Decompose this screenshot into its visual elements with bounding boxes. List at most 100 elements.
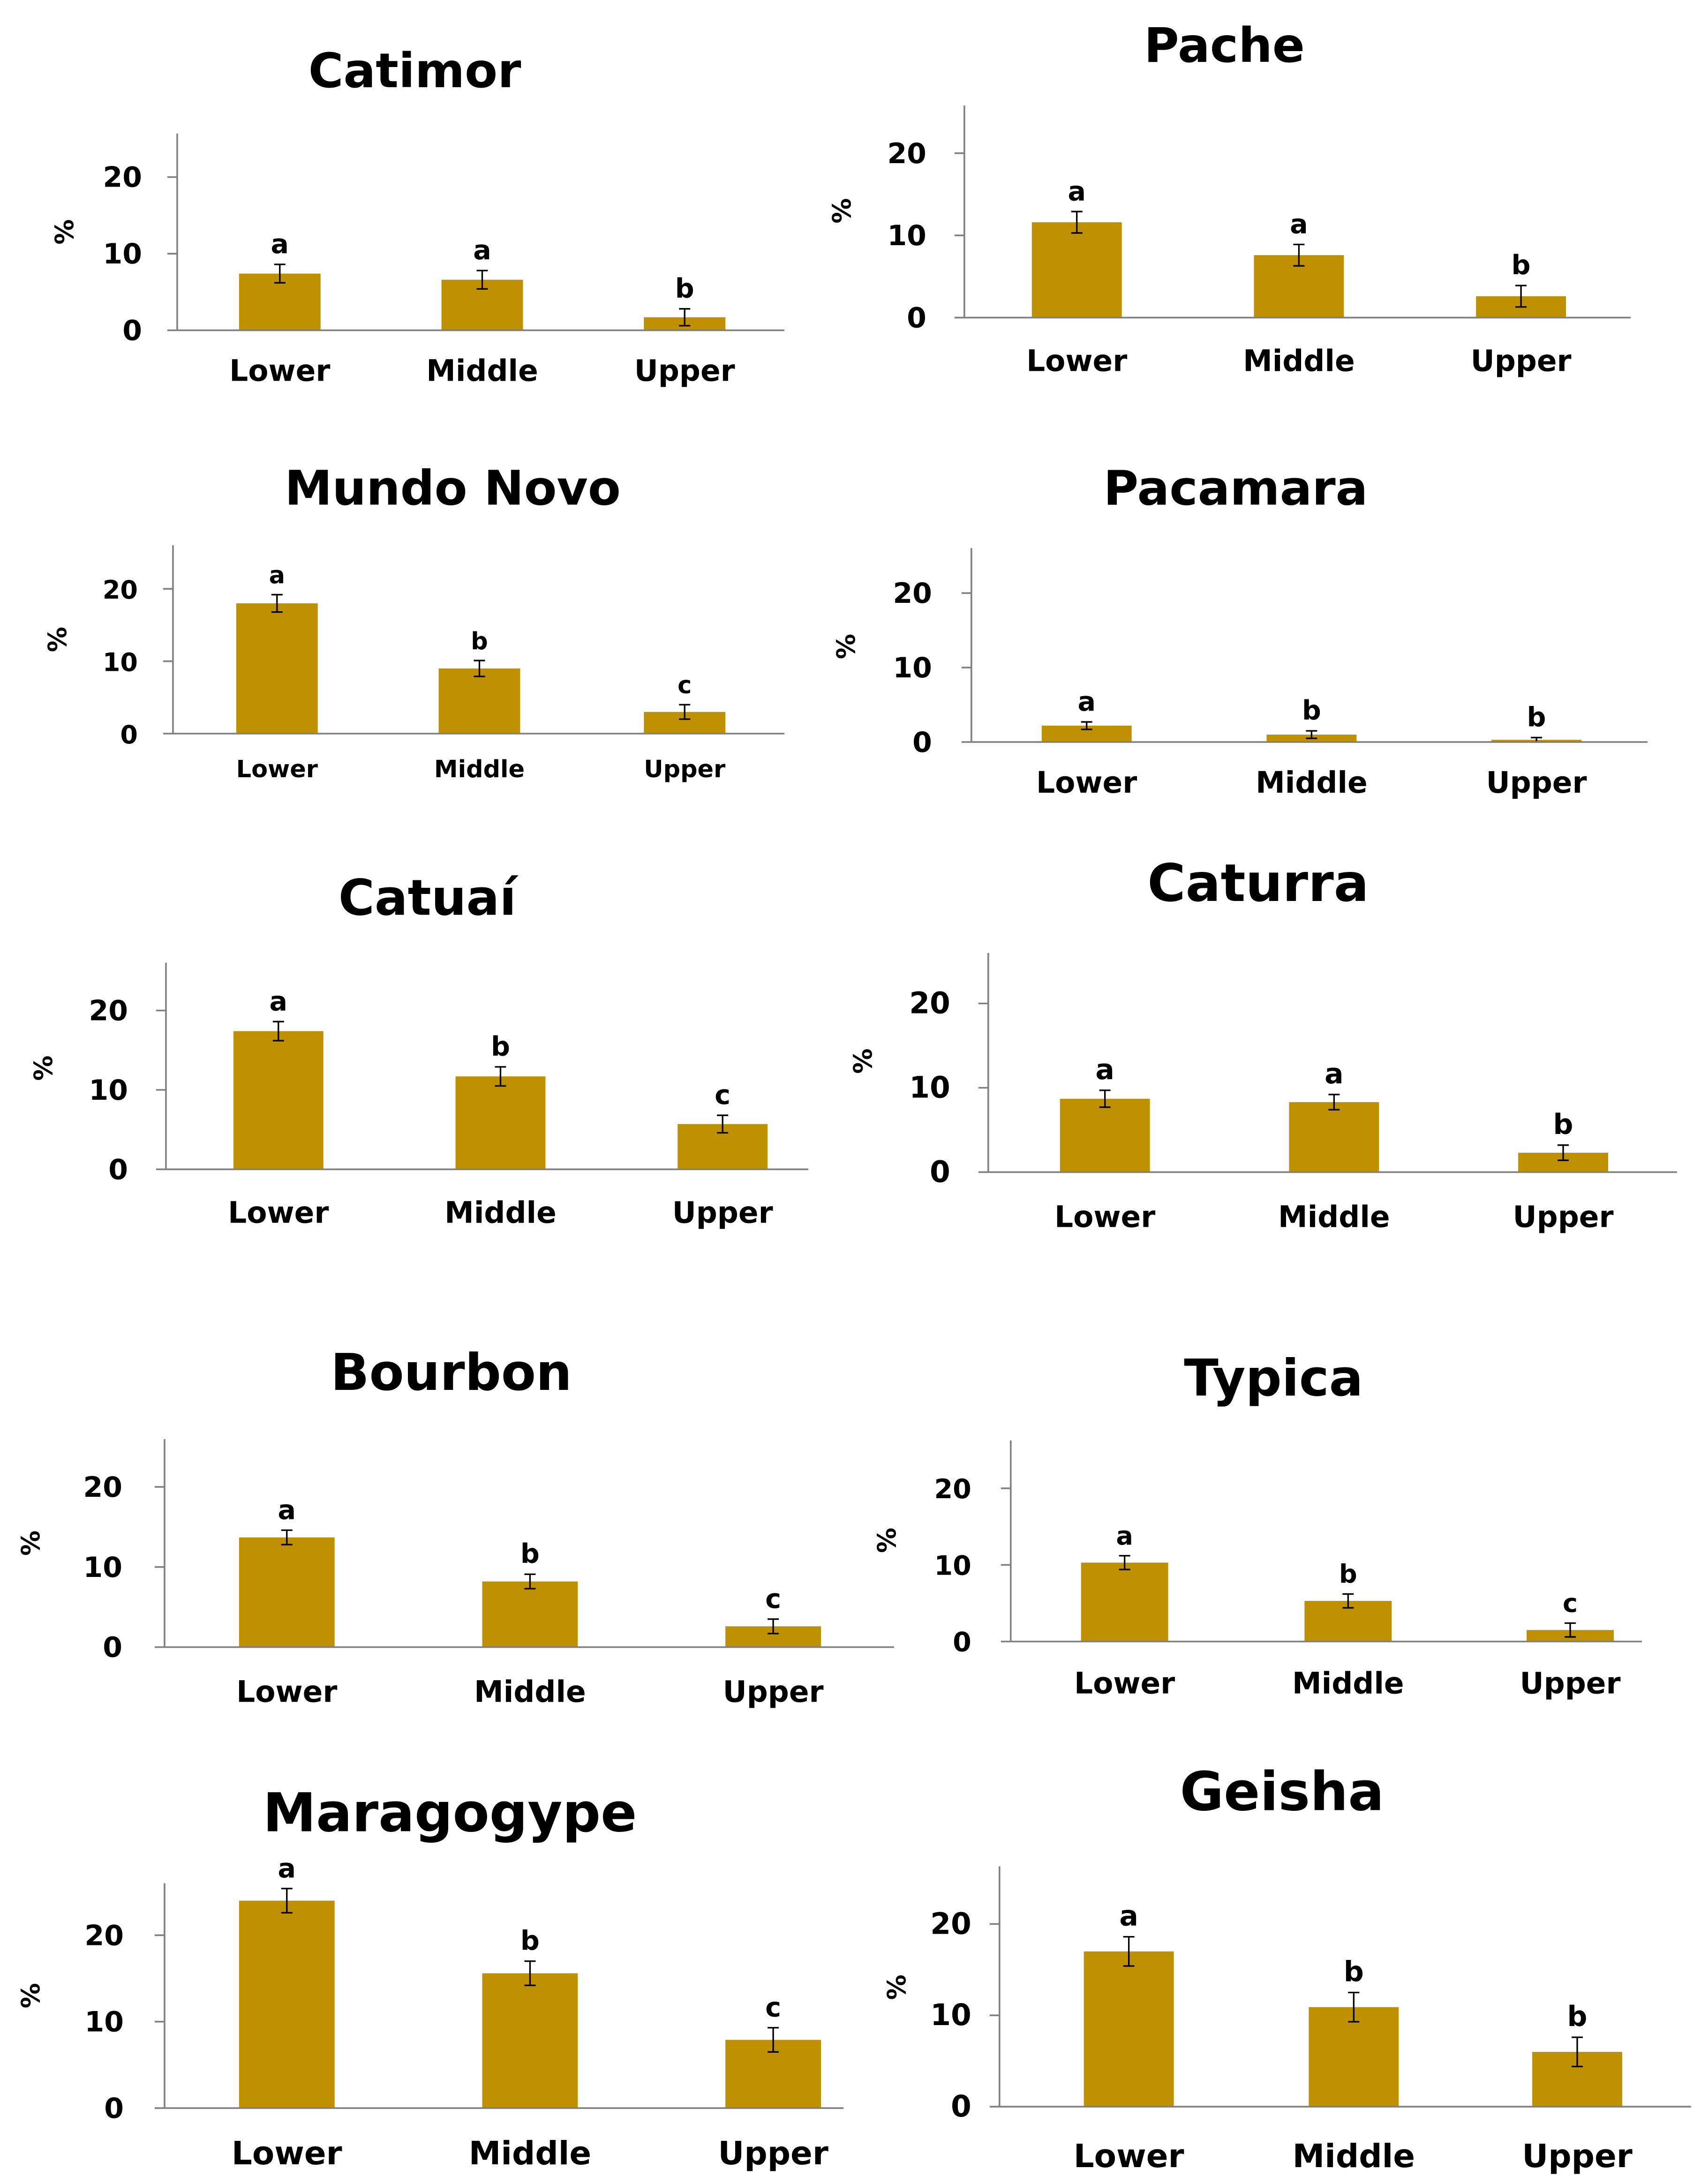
significance-letter: a xyxy=(1325,1058,1343,1090)
significance-letter: b xyxy=(520,1539,540,1569)
error-bar xyxy=(768,2026,779,2053)
y-axis-label: % xyxy=(872,1528,902,1553)
significance-letter: a xyxy=(278,1494,296,1525)
chart-typica: Typica% 0 10 20 a Lower b Middle c Upper xyxy=(872,1349,1642,1701)
y-tick-label: 10 xyxy=(930,1998,971,2032)
x-tick-label: Middle xyxy=(1292,1666,1404,1701)
chart-maragogype: Maragogype% 0 10 20 a Lower b Middle c Upper xyxy=(16,1781,844,2172)
error-bar xyxy=(1558,1144,1569,1161)
error-bar xyxy=(768,1618,779,1635)
y-tick-label: 20 xyxy=(930,1906,971,1941)
x-tick-label: Middle xyxy=(1256,766,1368,800)
chart-title: Mundo Novo xyxy=(285,460,621,516)
significance-letter: c xyxy=(765,1992,781,2023)
y-axis-label: % xyxy=(848,1049,878,1074)
significance-letter: b xyxy=(471,628,488,655)
significance-letter: a xyxy=(1116,1521,1133,1551)
chart-title: Pacamara xyxy=(1103,460,1368,516)
y-tick-label: 10 xyxy=(893,652,932,684)
chart-caturra: Caturra% 0 10 20 a Lower a Middle b Upper xyxy=(848,853,1677,1234)
significance-letter: a xyxy=(270,986,287,1017)
bar-middle xyxy=(1289,1102,1379,1172)
error-bar xyxy=(271,593,283,613)
significance-letter: a xyxy=(1119,1900,1138,1933)
x-tick-label: Middle xyxy=(1243,344,1355,378)
error-bar xyxy=(679,308,691,327)
significance-letter: a xyxy=(473,235,491,266)
x-tick-label: Upper xyxy=(634,353,735,388)
y-tick-label: 0 xyxy=(122,315,142,347)
chart-pache: Pache% 0 10 20 a Lower a Middle b Upper xyxy=(827,18,1631,378)
x-tick-label: Lower xyxy=(236,1675,337,1709)
y-axis-label: % xyxy=(29,1056,58,1081)
error-bar xyxy=(1119,1555,1130,1570)
error-bar xyxy=(1293,243,1305,267)
significance-letter: a xyxy=(1068,176,1085,207)
y-tick-label: 20 xyxy=(103,575,138,605)
error-bar xyxy=(1306,730,1317,739)
bar-middle xyxy=(482,1581,578,1647)
error-bar xyxy=(495,1066,506,1087)
significance-letter: a xyxy=(1290,209,1308,240)
x-tick-label: Middle xyxy=(1293,2138,1415,2175)
significance-letter: b xyxy=(1553,1108,1573,1141)
bar-lower xyxy=(236,603,318,734)
chart-catua-: Catuaí% 0 10 20 a Lower b Middle c Upper xyxy=(29,870,809,1230)
y-axis-label: % xyxy=(827,198,857,224)
x-tick-label: Upper xyxy=(1486,766,1587,800)
y-tick-label: 0 xyxy=(953,1627,971,1658)
y-tick-label: 0 xyxy=(951,2089,971,2124)
y-axis-label: % xyxy=(16,1531,45,1556)
y-tick-label: 0 xyxy=(103,1631,122,1664)
x-tick-label: Middle xyxy=(434,756,525,783)
y-axis-label: % xyxy=(43,627,72,652)
error-bar xyxy=(1565,1622,1576,1638)
y-tick-label: 20 xyxy=(887,137,926,170)
chart-title: Bourbon xyxy=(331,1343,572,1402)
bar-middle xyxy=(438,668,520,734)
chart-title: Geisha xyxy=(1180,1761,1385,1823)
y-axis-label: % xyxy=(50,219,79,245)
y-axis-label: % xyxy=(16,1983,45,2008)
significance-letter: a xyxy=(278,1853,296,1884)
y-tick-label: 20 xyxy=(85,1919,124,1952)
significance-letter: b xyxy=(1512,250,1531,281)
y-tick-label: 20 xyxy=(89,995,128,1028)
y-tick-label: 10 xyxy=(934,1550,971,1581)
x-tick-label: Lower xyxy=(229,353,330,388)
chart-title: Caturra xyxy=(1147,853,1369,914)
error-bar xyxy=(474,660,485,677)
x-tick-label: Upper xyxy=(1522,2138,1632,2175)
error-bar xyxy=(1081,721,1092,730)
y-tick-label: 0 xyxy=(104,2092,124,2125)
significance-letter: b xyxy=(675,273,694,304)
y-tick-label: 20 xyxy=(893,577,932,610)
x-tick-label: Middle xyxy=(1278,1200,1390,1234)
error-bar xyxy=(1099,1089,1111,1108)
error-bar xyxy=(1572,2036,1583,2068)
chart-title: Maragogype xyxy=(263,1781,637,1844)
significance-letter: b xyxy=(1344,1956,1364,1989)
bar-lower xyxy=(1031,222,1122,318)
chart-bourbon: Bourbon% 0 10 20 a Lower b Middle c Upper xyxy=(16,1343,894,1709)
error-bar xyxy=(1123,1936,1135,1967)
chart-title: Catuaí xyxy=(339,870,519,927)
bar-middle xyxy=(455,1076,546,1170)
chart-title: Pache xyxy=(1144,18,1305,74)
y-tick-label: 20 xyxy=(103,161,142,194)
error-bar xyxy=(272,1021,284,1042)
bar-lower xyxy=(1084,1951,1174,2107)
significance-letter: c xyxy=(1563,1589,1578,1618)
x-tick-label: Middle xyxy=(426,353,538,388)
significance-letter: b xyxy=(1339,1559,1357,1589)
y-tick-label: 10 xyxy=(83,1551,122,1584)
significance-letter: a xyxy=(1077,686,1095,717)
error-bar xyxy=(274,263,286,284)
significance-letter: b xyxy=(1302,695,1321,726)
significance-letter: c xyxy=(677,672,692,699)
y-tick-label: 10 xyxy=(103,238,142,270)
error-bar xyxy=(1328,1094,1340,1111)
x-tick-label: Upper xyxy=(672,1195,773,1230)
y-tick-label: 0 xyxy=(907,302,926,335)
